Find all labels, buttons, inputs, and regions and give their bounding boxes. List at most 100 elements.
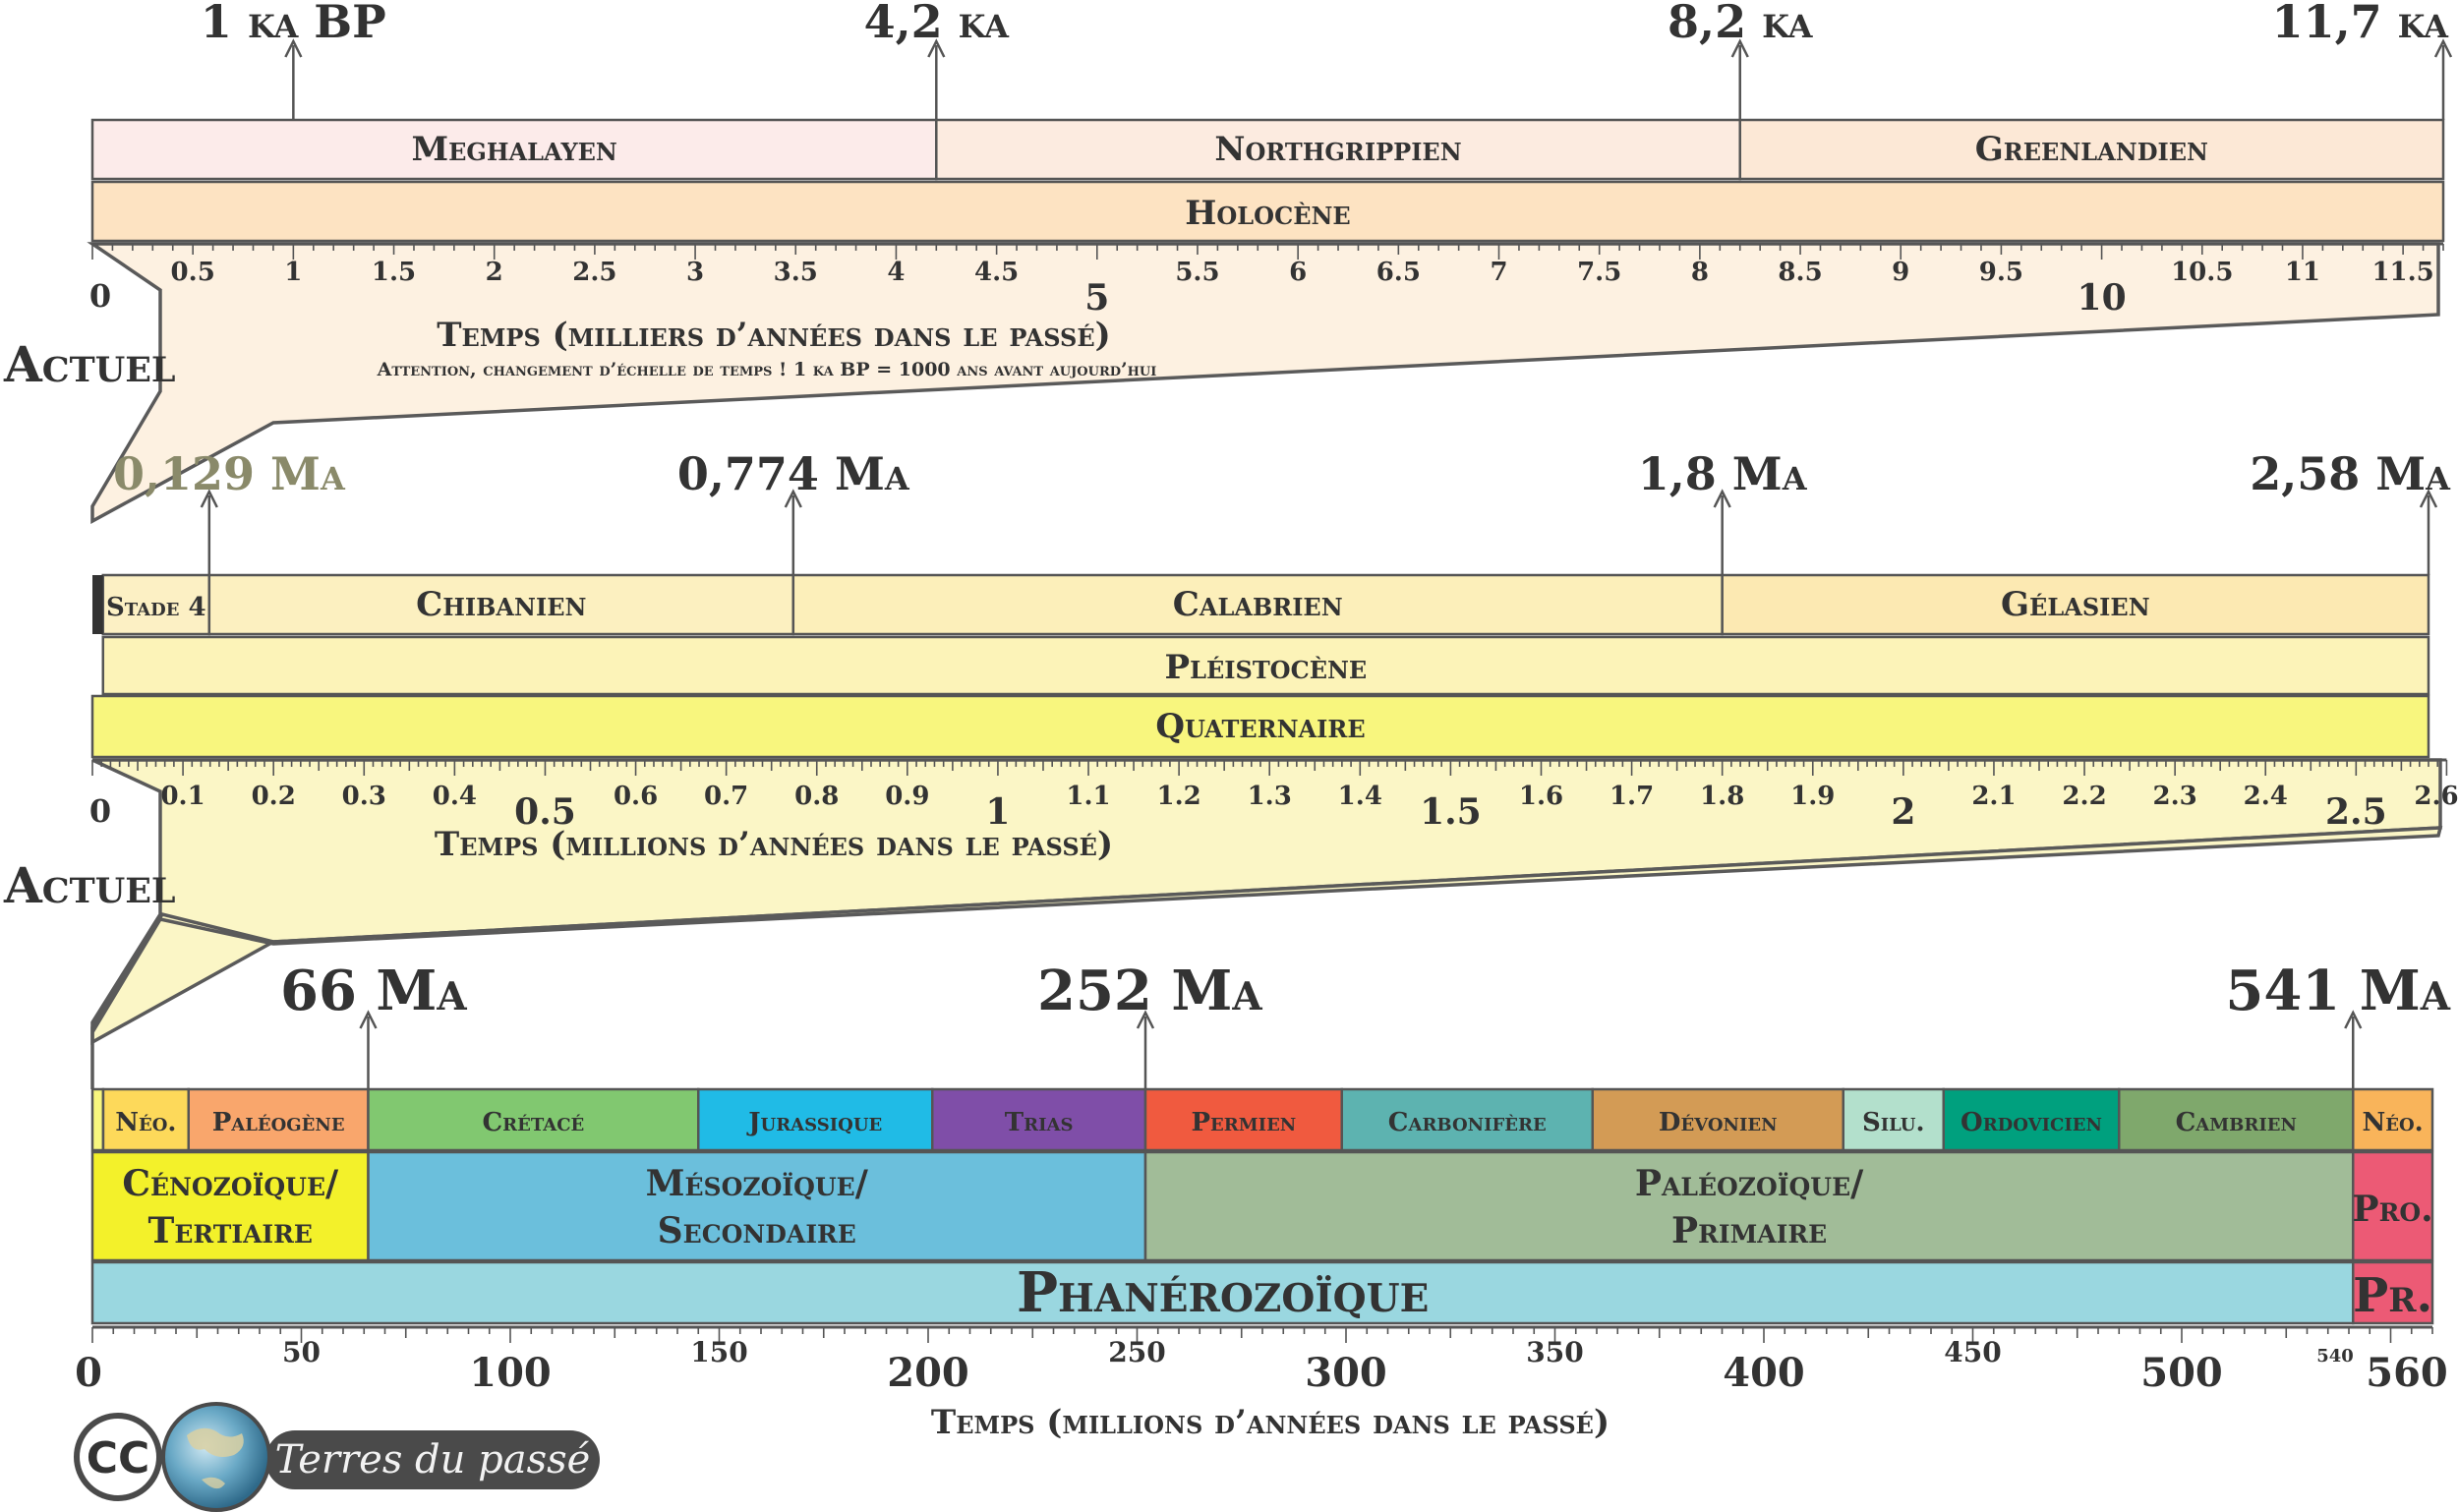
globe-land-shape-2: [202, 1477, 225, 1489]
eon-band-1: [2352, 1260, 2434, 1325]
pleistocene-band: [101, 635, 2430, 696]
quaternary-tick-label: 2.3: [2153, 782, 2197, 811]
phanerozoic-major-tick-label: 300: [1305, 1350, 1387, 1396]
ka-tick-label: 1.5: [372, 258, 416, 287]
globe-land-shape: [187, 1427, 244, 1457]
ka-tick-label: 9.5: [1979, 258, 2023, 287]
quaternary-stage-band-3: [1721, 573, 2430, 636]
phanerozoic-minor-tick-label: 540: [2316, 1346, 2354, 1367]
quaternary-tick-label: 1.9: [1790, 782, 1835, 811]
ka-marker-arrow-3-head: [2433, 38, 2453, 58]
ka-tick-label: 1: [284, 258, 302, 287]
ka-marker-label: 4,2 ka: [864, 0, 1011, 48]
era-label-line2: Secondaire: [658, 1210, 856, 1251]
quaternary-marker-label: 2,58 Ma: [2250, 447, 2451, 500]
quaternary-band: [90, 694, 2430, 759]
period-band-8: [1842, 1087, 1945, 1152]
phanerozoic-major-tick-label: 560: [2366, 1350, 2448, 1396]
period-band-4: [931, 1087, 1147, 1152]
phanerozoic-major-tick-label: 400: [1723, 1350, 1805, 1396]
scale-change-note: Attention, changement d’échelle de temps…: [377, 359, 1157, 380]
quaternary-tick-label: 1.6: [1519, 782, 1563, 811]
era-label: Pro.: [2353, 1189, 2433, 1230]
period-label: Paléogène: [212, 1108, 345, 1137]
stage-label: Meghalayen: [411, 130, 616, 169]
present-label-1: Actuel: [3, 335, 176, 393]
ka-marker-arrow-0-head: [284, 38, 303, 58]
quaternary-tick-label: 1: [985, 791, 1010, 833]
quaternary-marker-arrow-2-head: [1713, 489, 1731, 508]
ka-marker-label: 1 ka BP: [201, 0, 386, 48]
quaternary-panel: Stade 4 Chibanien Calabrien Gélasien Pléisto…: [89, 447, 2458, 833]
phanerozoic-minor-tick-label: 150: [690, 1336, 747, 1368]
quaternary-marker-label: 0,129 Ma: [113, 447, 346, 500]
quaternary-tick-label: 0.9: [885, 782, 929, 811]
era-label-line1: Paléozoïque/: [1635, 1163, 1864, 1204]
period-label: Ordovicien: [1961, 1108, 2102, 1137]
era-label-line2: Primaire: [1671, 1210, 1827, 1251]
cc-label: CC: [87, 1433, 150, 1483]
era-band-2: [1143, 1150, 2355, 1262]
quaternary-marker-arrow-1-head: [784, 489, 802, 508]
quaternary-stage-label: Chibanien: [416, 585, 586, 624]
period-label: Carbonifère: [1388, 1108, 1547, 1137]
period-band-7: [1591, 1087, 1844, 1152]
period-band-1: [187, 1087, 370, 1152]
present-label-2: Actuel: [3, 856, 176, 914]
quaternary-stage-label: Gélasien: [2001, 585, 2150, 624]
period-label: Silu.: [1862, 1108, 1925, 1137]
period-band-10: [2118, 1087, 2355, 1152]
period-band-0: [101, 1087, 190, 1152]
quaternary-tick-label: 1.1: [1066, 782, 1110, 811]
phanerozoic-major-tick-label: 500: [2140, 1350, 2223, 1396]
ka-tick-label: 10: [2078, 277, 2127, 319]
quaternary-marker-label: 0,774 Ma: [677, 447, 910, 500]
era-band-0: [90, 1150, 370, 1262]
phanerozoic-zoom-funnel: [90, 826, 2443, 1089]
ka-tick-label: 2.5: [572, 258, 616, 287]
ka-tick-label: 0.5: [171, 258, 215, 287]
ka-tick-label: 6: [1289, 258, 1307, 287]
ka-tick-label: 8.5: [1778, 258, 1822, 287]
period-label: Jurassique: [746, 1108, 882, 1137]
quaternary-marker-label: 1,8 Ma: [1638, 447, 1808, 500]
eon-band-0: [90, 1260, 2355, 1325]
period-band-6: [1340, 1087, 1594, 1152]
quaternary-tick-label: 0.3: [342, 782, 386, 811]
period-label: Crétacé: [482, 1108, 584, 1137]
ka-tick-label: 11: [2285, 258, 2320, 287]
axis-title-ma-quaternary: Temps (millions d’années dans le passé): [435, 825, 1113, 864]
quaternary-tick-label: 2.6: [2414, 782, 2458, 811]
quaternary-tick-label: 2.1: [1971, 782, 2016, 811]
epoch-band: [90, 180, 2445, 243]
quaternary-tick-label: 1.7: [1609, 782, 1654, 811]
period-band-3: [697, 1087, 934, 1152]
ka-tick-label: 5: [1084, 277, 1109, 319]
quaternary-tick-label: 0.1: [160, 782, 205, 811]
phanerozoic-marker-arrow-2-head: [2344, 1010, 2363, 1029]
period-band-9: [1942, 1087, 2121, 1152]
ka-tick-label: 7.5: [1577, 258, 1621, 287]
ka-tick-label: 10.5: [2171, 258, 2233, 287]
period-band-5: [1143, 1087, 1343, 1152]
phanerozoic-minor-tick-label: 250: [1108, 1336, 1165, 1368]
quaternary-sliver: [90, 1087, 105, 1152]
quaternary-tick-label: 1.3: [1248, 782, 1292, 811]
phanerozoic-major-tick-label: 100: [469, 1350, 552, 1396]
credit-banner: [265, 1430, 600, 1489]
quaternary-stage-label: Stade 4: [106, 593, 206, 622]
epoch-label: Holocène: [1185, 194, 1350, 233]
holocene-panel: Meghalayen Northgrippien Greenlandien Holoc…: [89, 0, 2453, 319]
ka-marker-label: 11,7 ka: [2272, 0, 2450, 48]
ka-marker-arrow-1-head: [927, 38, 946, 58]
era-label-line1: Cénozoïque/: [122, 1163, 339, 1204]
quaternary-tick-label: 2: [1891, 791, 1915, 833]
axis-title-ka: Temps (milliers d’années dans le passé): [437, 316, 1111, 355]
quaternary-tick-label: 0.8: [794, 782, 839, 811]
holocene-sliver: [92, 575, 103, 634]
ka-marker-arrow-2-head: [1730, 38, 1749, 58]
era-label-line1: Mésozoïque/: [646, 1163, 869, 1204]
phanerozoic-minor-tick-label: 350: [1526, 1336, 1583, 1368]
quaternary-marker-arrow-0-head: [200, 489, 218, 508]
